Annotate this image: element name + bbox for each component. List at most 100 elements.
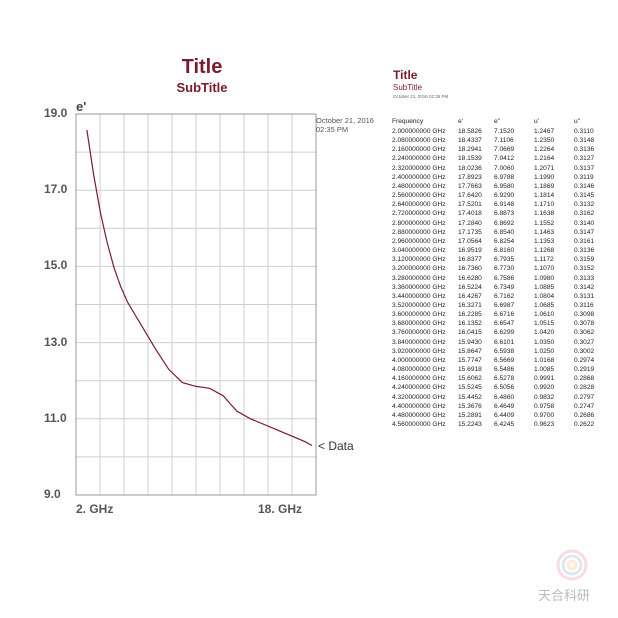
- table-row: 2.720000000 GHz 17.4018 6.8873 1.1638 0.3162: [392, 209, 604, 218]
- table-cell: 15.9430: [458, 338, 482, 346]
- table-cell: 0.9991: [534, 375, 555, 383]
- table-cell: 3.520000000 GHz: [392, 301, 446, 309]
- table-cell: 2.640000000 GHz: [392, 201, 446, 209]
- table-cell: 1.1463: [534, 228, 555, 236]
- table-cell: 3.840000000 GHz: [392, 338, 446, 346]
- table-cell: 0.2686: [574, 411, 595, 419]
- table-cell: 7.0412: [494, 155, 515, 163]
- table-cell: 3.040000000 GHz: [392, 247, 446, 255]
- table-header-cell: e': [458, 118, 463, 126]
- series-layer: [86, 129, 313, 447]
- table-cell: 0.3159: [574, 256, 595, 264]
- table-cell: 4.080000000 GHz: [392, 366, 446, 374]
- table-cell: 16.1352: [458, 320, 482, 328]
- table-cell: 15.6918: [458, 366, 482, 374]
- y-tick-label: 13.0: [44, 334, 68, 349]
- table-cell: 6.8540: [494, 228, 515, 236]
- table-cell: 6.7730: [494, 265, 515, 273]
- table-cell: 0.3140: [574, 219, 595, 227]
- table-row: 4.320000000 GHz 15.4452 6.4860 0.9832 0.2797: [392, 393, 604, 402]
- table-cell: 6.5669: [494, 356, 515, 364]
- table-cell: 1.1869: [534, 182, 555, 190]
- table-cell: 0.3132: [574, 201, 595, 209]
- table-row: 2.160000000 GHz 18.2941 7.0669 1.2264 0.3136: [392, 145, 604, 154]
- table-cell: 0.3147: [574, 228, 595, 236]
- table-cell: 0.3161: [574, 237, 595, 245]
- table-cell: 6.4649: [494, 402, 515, 410]
- table-row: 4.400000000 GHz 15.3676 6.4649 0.9758 0.2747: [392, 402, 604, 411]
- table-cell: 1.0610: [534, 311, 555, 319]
- table-cell: 0.2622: [574, 421, 595, 428]
- table-cell: 0.9700: [534, 411, 555, 419]
- table-cell: 2.800000000 GHz: [392, 219, 446, 227]
- table-cell: 0.3152: [574, 265, 595, 273]
- timestamp-date: October 21, 2016: [316, 116, 374, 125]
- table-cell: 1.0420: [534, 329, 555, 337]
- table-cell: 17.6420: [458, 192, 482, 200]
- table-timestamp: October 21, 2016 02:35 PM: [393, 94, 449, 99]
- chart-grid: [76, 114, 316, 495]
- table-cell: 1.0885: [534, 283, 555, 291]
- table-cell: 0.2747: [574, 402, 595, 410]
- table-cell: 18.4337: [458, 137, 482, 145]
- table-cell: 1.2350: [534, 137, 555, 145]
- table-header-cell: Frequency: [392, 118, 424, 126]
- table-cell: 3.600000000 GHz: [392, 311, 446, 319]
- table-cell: 2.560000000 GHz: [392, 192, 446, 200]
- table-cell: 1.0980: [534, 274, 555, 282]
- table-cell: 4.480000000 GHz: [392, 411, 446, 419]
- table-cell: 6.9148: [494, 201, 515, 209]
- table-cell: 7.0669: [494, 146, 515, 154]
- table-cell: 1.1552: [534, 219, 555, 227]
- table-row: 3.200000000 GHz 16.7360 6.7730 1.1070 0.3152: [392, 264, 604, 273]
- table-cell: 6.7162: [494, 292, 515, 300]
- table-cell: 6.9290: [494, 192, 515, 200]
- table-cell: 0.2868: [574, 375, 595, 383]
- table-cell: 2.080000000 GHz: [392, 137, 446, 145]
- table-cell: 6.7349: [494, 283, 515, 291]
- table-cell: 2.880000000 GHz: [392, 228, 446, 236]
- table-header-row: Frequency e' e" u' u": [392, 117, 604, 127]
- table-cell: 6.7935: [494, 256, 515, 264]
- table-row: 3.120000000 GHz 16.8377 6.7935 1.1172 0.3159: [392, 255, 604, 264]
- table-cell: 3.760000000 GHz: [392, 329, 446, 337]
- table-cell: 17.5201: [458, 201, 482, 209]
- table-cell: 17.1735: [458, 228, 482, 236]
- y-axis-label: e': [76, 99, 87, 114]
- table-cell: 15.8647: [458, 347, 482, 355]
- table-cell: 18.5826: [458, 128, 482, 135]
- table-cell: 0.3062: [574, 329, 595, 337]
- table-cell: 2.000000000 GHz: [392, 128, 446, 135]
- table-cell: 6.4409: [494, 411, 515, 419]
- table-cell: 17.8923: [458, 173, 482, 181]
- y-tick-label: 17.0: [44, 182, 68, 197]
- table-cell: 4.000000000 GHz: [392, 356, 446, 364]
- table-row: 2.560000000 GHz 17.6420 6.9290 1.1814 0.3145: [392, 191, 604, 200]
- chart-subtitle: SubTitle: [176, 80, 228, 95]
- table-cell: 17.0564: [458, 237, 482, 245]
- table-cell: 4.160000000 GHz: [392, 375, 446, 383]
- table-cell: 0.3142: [574, 283, 595, 291]
- table-cell: 0.3078: [574, 320, 595, 328]
- table-cell: 1.1814: [534, 192, 555, 200]
- table-cell: 6.8873: [494, 210, 515, 218]
- table-cell: 6.4860: [494, 393, 515, 401]
- table-cell: 18.2941: [458, 146, 482, 154]
- table-cell: 16.7360: [458, 265, 482, 273]
- table-cell: 3.280000000 GHz: [392, 274, 446, 282]
- table-row: 3.280000000 GHz 16.6280 6.7586 1.0980 0.3133: [392, 274, 604, 283]
- table-cell: 4.400000000 GHz: [392, 402, 446, 410]
- table-cell: 2.240000000 GHz: [392, 155, 446, 163]
- table-cell: 1.0250: [534, 347, 555, 355]
- table-cell: 15.2891: [458, 411, 482, 419]
- table-cell: 1.1070: [534, 265, 555, 273]
- table-cell: 6.6716: [494, 311, 515, 319]
- y-tick-label: 19.0: [44, 106, 68, 120]
- table-cell: 0.9758: [534, 402, 555, 410]
- table-cell: 1.0168: [534, 356, 555, 364]
- table-cell: 0.2919: [574, 366, 595, 374]
- table-cell: 1.0085: [534, 366, 555, 374]
- table-cell: 6.4245: [494, 421, 515, 428]
- table-cell: 16.2285: [458, 311, 482, 319]
- table-header-cell: u": [574, 118, 581, 126]
